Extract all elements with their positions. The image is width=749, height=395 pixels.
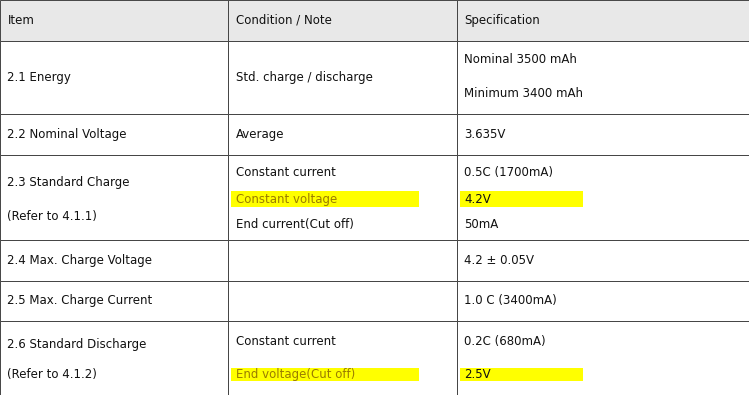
Text: 4.2 ± 0.05V: 4.2 ± 0.05V <box>464 254 534 267</box>
Bar <box>0 0 228 41</box>
Text: 2.4 Max. Charge Voltage: 2.4 Max. Charge Voltage <box>7 254 153 267</box>
Text: Item: Item <box>7 14 34 27</box>
Bar <box>0 115 228 155</box>
Bar <box>228 0 457 41</box>
Text: 2.5V: 2.5V <box>464 368 491 381</box>
Bar <box>228 240 457 280</box>
Text: End voltage(Cut off): End voltage(Cut off) <box>236 368 355 381</box>
Text: End current(Cut off): End current(Cut off) <box>236 218 354 231</box>
Text: 1.0 C (3400mA): 1.0 C (3400mA) <box>464 295 557 307</box>
Text: Specification: Specification <box>464 14 540 27</box>
Bar <box>457 155 749 240</box>
Text: (Refer to 4.1.1): (Refer to 4.1.1) <box>7 210 97 223</box>
Text: 2.5 Max. Charge Current: 2.5 Max. Charge Current <box>7 295 153 307</box>
Text: Minimum 3400 mAh: Minimum 3400 mAh <box>464 87 583 100</box>
Bar <box>457 240 749 280</box>
Bar <box>457 322 749 395</box>
Text: 2.1 Energy: 2.1 Energy <box>7 71 71 84</box>
Bar <box>228 322 457 395</box>
Text: Constant voltage: Constant voltage <box>236 193 337 206</box>
Bar <box>0 155 228 240</box>
Text: Condition / Note: Condition / Note <box>236 14 332 27</box>
Bar <box>460 368 583 381</box>
Text: Nominal 3500 mAh: Nominal 3500 mAh <box>464 53 577 66</box>
Text: (Refer to 4.1.2): (Refer to 4.1.2) <box>7 368 97 381</box>
Text: 0.2C (680mA): 0.2C (680mA) <box>464 335 546 348</box>
Bar <box>228 155 457 240</box>
Bar <box>231 191 419 207</box>
Bar <box>0 322 228 395</box>
Bar <box>228 280 457 322</box>
Text: Constant current: Constant current <box>236 335 336 348</box>
Bar <box>0 280 228 322</box>
Bar <box>228 115 457 155</box>
Bar <box>0 240 228 280</box>
Text: 4.2V: 4.2V <box>464 193 491 206</box>
Text: Constant current: Constant current <box>236 166 336 179</box>
Bar <box>228 41 457 115</box>
Text: 0.5C (1700mA): 0.5C (1700mA) <box>464 166 554 179</box>
Text: Average: Average <box>236 128 285 141</box>
Bar <box>0 41 228 115</box>
Bar <box>457 280 749 322</box>
Text: Std. charge / discharge: Std. charge / discharge <box>236 71 373 84</box>
Bar <box>457 115 749 155</box>
Bar <box>457 41 749 115</box>
Text: 50mA: 50mA <box>464 218 499 231</box>
Text: 2.2 Nominal Voltage: 2.2 Nominal Voltage <box>7 128 127 141</box>
Bar <box>231 368 419 381</box>
Bar <box>457 0 749 41</box>
Text: 2.3 Standard Charge: 2.3 Standard Charge <box>7 176 130 189</box>
Bar <box>460 191 583 207</box>
Text: 2.6 Standard Discharge: 2.6 Standard Discharge <box>7 339 147 352</box>
Text: 3.635V: 3.635V <box>464 128 506 141</box>
